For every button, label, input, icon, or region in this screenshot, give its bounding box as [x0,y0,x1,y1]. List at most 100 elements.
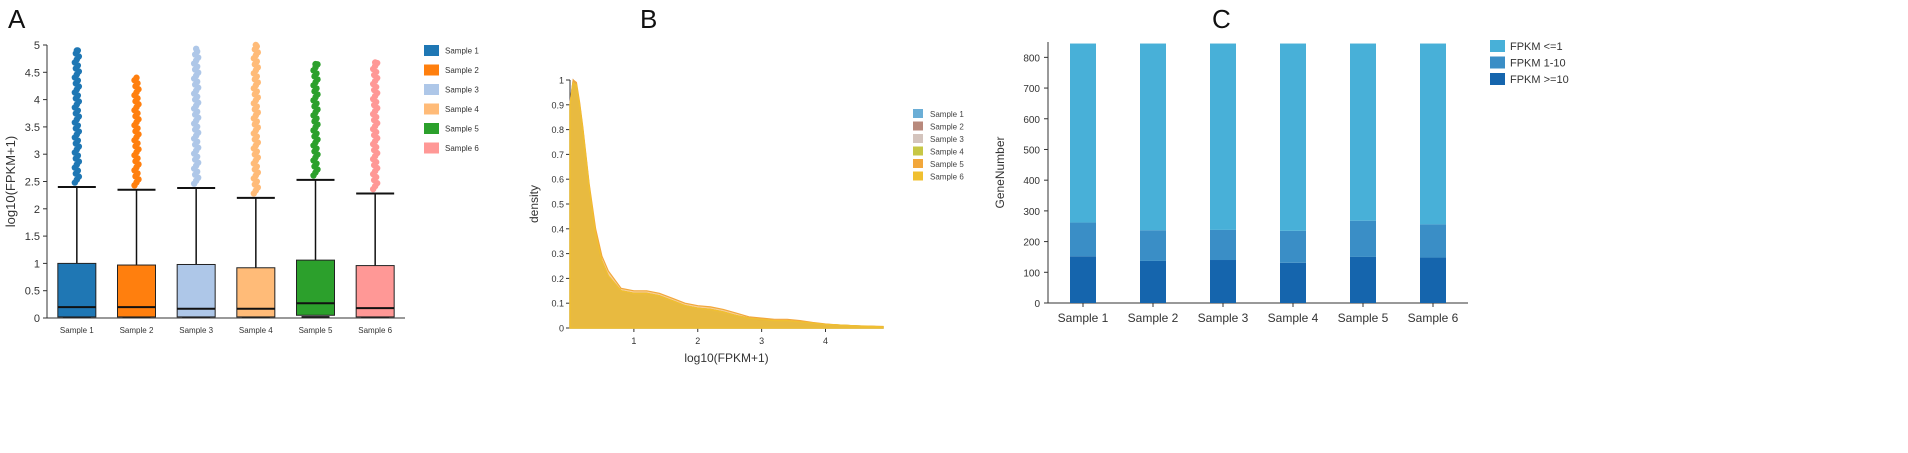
x-tick-label: Sample 4 [1268,311,1319,325]
bar-segment-fpkm-10 [1140,260,1166,303]
bar-segment-fpkm-1-10 [1210,229,1236,261]
box-body [355,265,395,318]
legend-swatch-sample-6 [424,142,439,154]
legend-label: Sample 1 [930,110,964,119]
bar-segment-fpkm-1 [1140,43,1166,231]
y-tick-label: 600 [1023,115,1040,126]
y-tick-label: 0 [1034,299,1040,310]
legend-swatch-sample-2 [424,64,439,76]
legend-label: Sample 4 [445,105,479,114]
x-tick-label: Sample 3 [1198,311,1249,325]
y-tick-label: 700 [1023,84,1040,95]
y-tick-label: 0.1 [551,299,564,309]
box-sample-4 [236,41,276,318]
outlier-point [133,74,140,81]
y-tick-label: 3 [34,149,40,161]
y-tick-label: 800 [1023,53,1040,64]
legend-label: Sample 6 [930,173,964,182]
panel-letter-c: C [1212,4,1231,34]
legend-swatch-sample-2 [913,121,923,131]
legend-swatch-fpkm-10 [1490,73,1505,85]
bar-segment-fpkm-1-10 [1280,230,1306,263]
y-axis-label: log10(FPKM+1) [3,136,18,227]
legend-swatch-sample-1 [424,45,439,56]
y-tick-label: 0.5 [551,200,564,210]
box-body [296,259,335,316]
outlier-point [192,45,200,53]
y-tick-label: 2 [34,204,40,216]
y-tick-label: 4.5 [25,67,40,79]
bar-segment-fpkm-1 [1210,43,1236,230]
y-tick-label: 3.5 [25,122,40,134]
y-tick-label: 0 [34,313,40,325]
legend-label: FPKM <=1 [1510,41,1563,53]
y-tick-label: 2.5 [25,177,40,189]
box-sample-3 [176,45,216,318]
bar-segment-fpkm-1 [1070,43,1096,223]
box-sample-2 [117,74,156,318]
density-area-sample-6 [569,81,884,329]
legend-label: Sample 3 [445,86,479,95]
x-tick-label: Sample 5 [299,326,333,335]
x-tick-label: 2 [695,336,700,346]
legend-label: Sample 6 [445,144,479,153]
x-tick-label: 3 [759,336,764,346]
y-tick-label: 1 [559,76,564,86]
x-tick-label: Sample 4 [239,326,273,335]
legend-swatch-sample-3 [913,134,923,143]
legend-swatch-fpkm-1 [1490,40,1505,52]
y-tick-label: 0.6 [551,175,564,185]
y-tick-label: 0.7 [551,150,564,160]
y-tick-label: 1 [34,258,40,270]
y-tick-label: 200 [1023,238,1040,249]
x-tick-label: Sample 5 [1338,311,1389,325]
legend-swatch-sample-3 [424,84,439,95]
panel-letter-b: B [640,4,657,34]
legend-label: Sample 3 [930,135,964,144]
y-tick-label: 400 [1023,176,1040,187]
bar-segment-fpkm-10 [1420,257,1446,303]
outlier-point [312,60,319,68]
boxplot-panel: 0 0.5 1 1.5 2 2.5 3 3.5 4 4.5 5 log10(FPKM+1) Sample… [3,40,479,335]
legend-swatch-sample-4 [913,146,923,156]
bar-segment-fpkm-1-10 [1070,222,1096,257]
y-tick-label: 0.8 [551,125,564,135]
legend-swatch-sample-6 [913,171,923,181]
density-panel: 0 0.1 0.2 0.3 0.4 0.5 0.6 0.7 0.8 0.9 1 1 2 3 4 log10(F… [527,76,964,366]
legend-swatch-sample-1 [913,109,923,118]
legend-label: Sample 2 [930,123,964,132]
x-tick-label: Sample 2 [120,326,154,335]
y-tick-label: 0.2 [551,274,564,284]
y-tick-label: 0.3 [551,249,564,259]
y-tick-label: 4 [34,95,40,107]
x-tick-label: 4 [823,336,828,346]
y-tick-label: 1.5 [25,231,40,243]
outlier-point [73,47,81,54]
bar-segment-fpkm-10 [1350,256,1376,303]
x-tick-label: Sample 2 [1128,311,1179,325]
bar-segment-fpkm-10 [1210,260,1236,303]
bar-segment-fpkm-1 [1420,43,1446,225]
legend-label: Sample 1 [445,47,479,56]
panel-letter-a: A [8,4,26,34]
x-tick-label: Sample 1 [60,326,94,335]
y-tick-label: 0.9 [551,100,564,110]
y-tick-label: 500 [1023,145,1040,156]
y-tick-label: 0.4 [551,224,564,234]
y-tick-label: 100 [1023,268,1040,279]
x-tick-label: 1 [631,336,636,346]
y-tick-label: 5 [34,40,40,52]
legend-swatch-sample-5 [913,159,923,168]
x-tick-label: Sample 6 [1408,311,1459,325]
box-sample-5 [296,60,335,318]
box-sample-1 [57,47,97,318]
legend-swatch-fpkm-1-10 [1490,56,1505,69]
x-axis-label: log10(FPKM+1) [684,351,768,365]
bar-segment-fpkm-1-10 [1350,220,1376,257]
y-axis-label: GeneNumber [993,136,1007,208]
legend-swatch-sample-5 [424,123,439,134]
bar-segment-fpkm-1-10 [1140,230,1166,261]
bar-segment-fpkm-10 [1070,256,1096,303]
